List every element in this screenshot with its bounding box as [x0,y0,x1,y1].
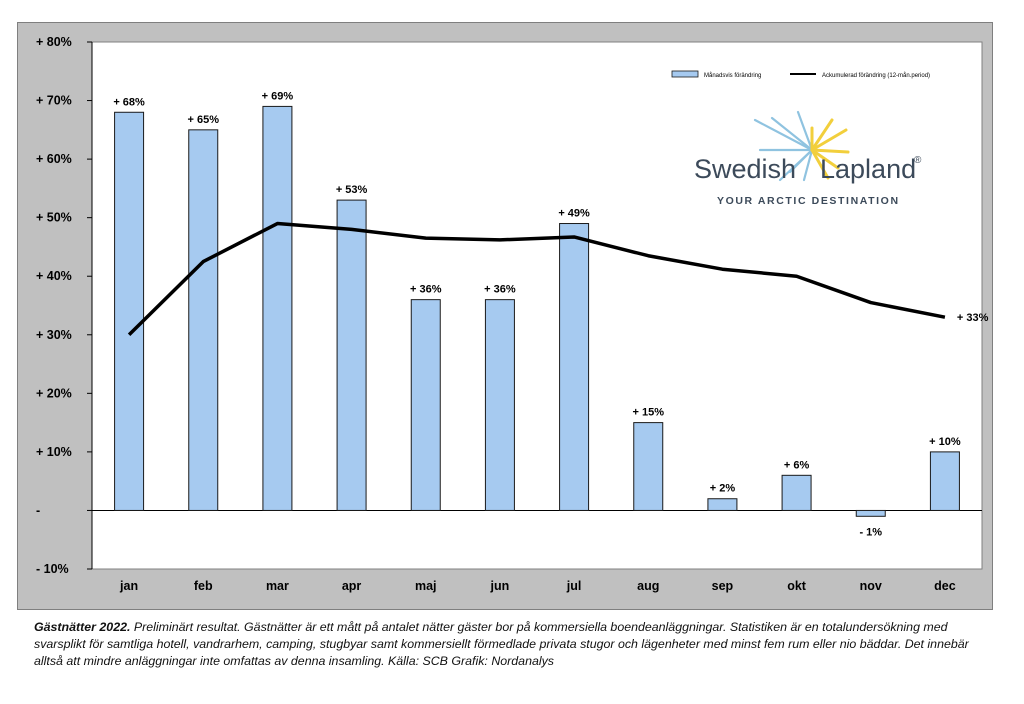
axes: - 10% - + 10% + 20% + 30% + 40% + 50% + 60% + 70… [36,35,982,593]
y-tick-label: + 10% [36,445,72,459]
bar-value-label: + 36% [410,284,442,296]
data-labels: + 68% + 65% + 69% + 53% + 36% + 36% + 49% + 15%… [113,90,988,538]
x-tick-label: jun [490,579,510,593]
accumulated-change-line [127,221,946,337]
legend-line-label: Ackumulerad förändring (12-mån.period) [822,72,930,79]
bar-sep [707,498,738,511]
bar-value-label: + 6% [784,459,810,471]
bar-aug [633,422,664,511]
logo-word-swedish: Swedish [694,154,796,184]
bar-apr [336,199,367,511]
bar-dec [929,451,960,511]
logo-registered-mark: ® [914,155,922,166]
caption-text: Preliminärt resultat. Gästnätter är ett … [34,620,969,668]
bar-value-label: + 15% [633,407,665,419]
x-tick-label: nov [860,579,882,593]
line-end-label: + 33% [957,312,989,324]
bar-jan [114,111,145,511]
legend: Månadsvis förändring Ackumulerad förändr… [671,70,930,79]
logo-word-lapland: Lapland [820,154,916,184]
bar-nov [855,509,886,517]
bar-okt [781,474,812,511]
y-tick-label: + 40% [36,269,72,283]
bar-value-label: + 10% [929,436,961,448]
y-tick-label: + 20% [36,386,72,400]
plot-area [91,41,983,570]
y-tick-label: + 50% [36,211,72,225]
y-tick-label: - 10% [36,562,69,576]
bar-value-label: + 69% [262,90,294,102]
bar-value-label: + 53% [336,184,368,196]
bar-value-label: + 2% [710,483,736,495]
x-tick-label: feb [194,579,213,593]
bar-value-label: + 68% [113,96,145,108]
y-tick-label: + 30% [36,328,72,342]
swedish-lapland-logo: Swedish Lapland ® YOUR ARCTIC DESTINATIO… [694,110,922,207]
x-tick-label: aug [637,579,659,593]
logo-tagline: YOUR ARCTIC DESTINATION [717,195,900,207]
bar-value-label: + 36% [484,284,516,296]
x-tick-label: jan [119,579,138,593]
bar-series [114,105,960,517]
bar-jun [484,299,515,511]
bar-feb [188,129,219,511]
legend-bar-label: Månadsvis förändring [704,72,761,79]
bar-value-label: - 1% [859,526,882,538]
chart-caption: Gästnätter 2022. Preliminärt resultat. G… [34,619,994,670]
x-tick-label: jul [566,579,582,593]
y-tick-label: + 80% [36,35,72,49]
caption-title: Gästnätter 2022. [34,620,131,634]
x-tick-label: sep [712,579,734,593]
y-tick-label: + 60% [36,152,72,166]
line-series [127,221,946,337]
x-tick-label: dec [934,579,956,593]
bar-mar [262,105,293,511]
bar-maj [410,299,441,511]
snowflake-star-icon [753,110,850,182]
bar-value-label: + 65% [188,114,220,126]
x-tick-label: okt [787,579,807,593]
bar-value-label: + 49% [558,208,590,220]
y-tick-label: - [36,503,40,517]
legend-bar-swatch [671,70,699,78]
bar-jul [559,223,590,511]
x-tick-label: mar [266,579,289,593]
x-tick-label: apr [342,579,362,593]
x-tick-label: maj [415,579,437,593]
y-tick-label: + 70% [36,94,72,108]
